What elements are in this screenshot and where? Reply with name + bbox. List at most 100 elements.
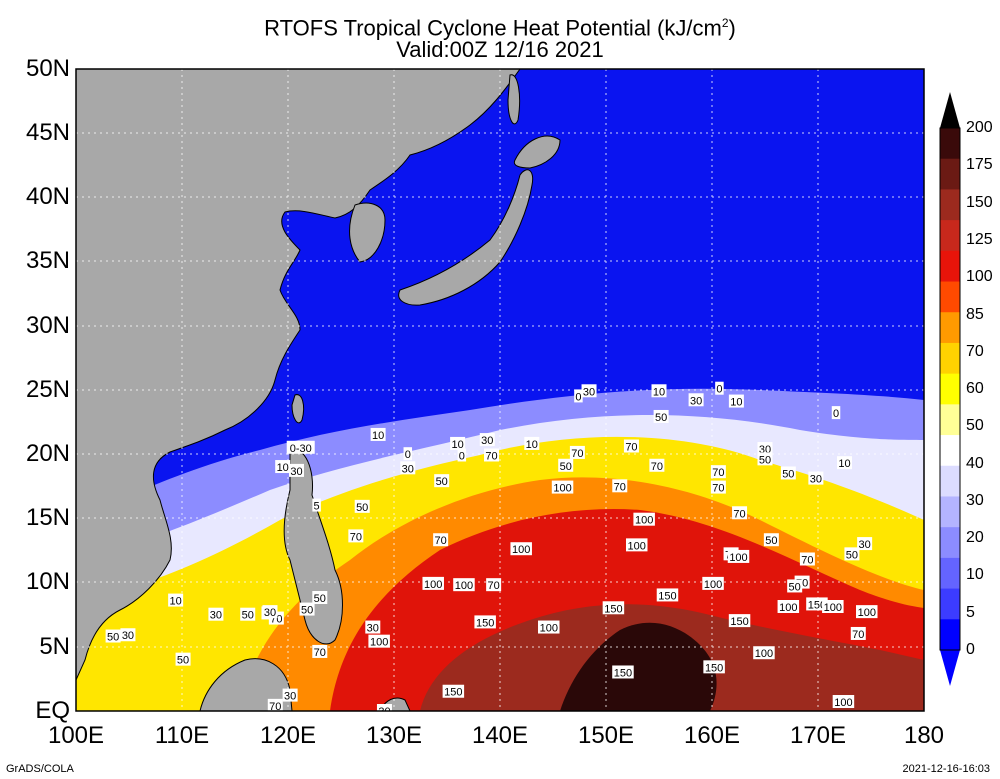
x-tick-110e: 110E <box>154 722 210 749</box>
svg-text:100: 100 <box>635 515 653 527</box>
contour-label: 50 <box>354 499 370 514</box>
svg-text:70: 70 <box>625 441 637 453</box>
contour-label: 50 <box>780 466 796 480</box>
svg-text:50: 50 <box>301 605 313 617</box>
contour-label: 10 <box>168 593 184 608</box>
japan-hokkaido <box>513 135 561 169</box>
svg-text:150: 150 <box>658 590 676 602</box>
svg-text:70: 70 <box>801 554 813 566</box>
svg-text:30: 30 <box>210 610 222 622</box>
svg-text:100: 100 <box>834 697 852 709</box>
contour-label: 100 <box>538 620 560 635</box>
x-tick-120e: 120E <box>259 722 317 749</box>
contour-label: 100 <box>832 695 855 709</box>
svg-text:10: 10 <box>838 458 850 470</box>
svg-text:30: 30 <box>284 691 296 703</box>
svg-text:30: 30 <box>690 395 702 407</box>
contour-label: 50 <box>787 579 803 593</box>
svg-text:150: 150 <box>730 616 748 628</box>
contour-label: 100 <box>633 512 655 527</box>
svg-text:50: 50 <box>356 502 368 514</box>
x-tick-130e: 130E <box>365 722 423 749</box>
svg-text:30: 30 <box>264 607 276 619</box>
colorbar-label: 150 <box>966 194 993 211</box>
svg-text:30: 30 <box>810 474 822 486</box>
contour-label: 150 <box>442 684 465 699</box>
svg-text:100: 100 <box>455 580 473 592</box>
svg-text:50: 50 <box>782 468 794 480</box>
contour-label: 100 <box>777 599 800 614</box>
svg-text:70: 70 <box>712 467 724 479</box>
contour-label: 0 <box>403 447 413 461</box>
y-tick-50n: 50N <box>25 55 70 82</box>
colorbar-swatch <box>940 435 960 467</box>
contour-label: 70 <box>569 445 585 460</box>
svg-text:30: 30 <box>378 706 390 718</box>
contour-label: 50 <box>240 607 256 622</box>
colorbar-swatch <box>940 588 960 620</box>
colorbar-label: 100 <box>966 268 993 285</box>
colorbar-swatch <box>940 158 960 190</box>
svg-text:50: 50 <box>314 593 326 605</box>
svg-text:10: 10 <box>730 397 742 409</box>
contour-label: 70 <box>484 448 500 462</box>
svg-text:50: 50 <box>655 412 667 424</box>
colorbar-label: 40 <box>966 455 984 472</box>
svg-text:50: 50 <box>107 632 119 644</box>
contour-label: 30 <box>688 393 704 407</box>
contour-label: 150 <box>602 601 625 615</box>
contour-label: 150 <box>728 614 751 628</box>
y-tick-30n: 30N <box>25 312 70 339</box>
timestamp-label: 2021-12-16-16:03 <box>902 763 990 775</box>
contour-label: 70 <box>348 529 364 543</box>
y-tick-5n: 5N <box>39 633 70 660</box>
svg-text:100: 100 <box>553 483 571 495</box>
svg-text:30: 30 <box>583 386 595 398</box>
korea-peninsula <box>349 202 386 263</box>
contour-label: 30 <box>120 628 136 642</box>
svg-text:70: 70 <box>488 580 500 592</box>
contour-label: 30 <box>400 461 416 475</box>
contour-label: 5 <box>312 498 321 513</box>
svg-text:100: 100 <box>370 637 388 649</box>
colorbar-swatch <box>940 465 960 497</box>
contour-label: 30 <box>208 607 224 622</box>
contour-label: 10 <box>728 394 744 409</box>
svg-text:50: 50 <box>560 461 572 473</box>
y-tick-45n: 45N <box>25 119 70 146</box>
contour-label: 150 <box>612 665 634 679</box>
x-tick-160e: 160E <box>683 722 741 749</box>
colorbar <box>939 92 961 686</box>
svg-text:70: 70 <box>350 531 362 543</box>
contour-label: 70 <box>710 480 726 495</box>
svg-text:100: 100 <box>512 544 530 556</box>
colorbar-label: 10 <box>966 566 984 583</box>
svg-text:30: 30 <box>367 623 379 635</box>
colorbar-swatch <box>940 342 960 375</box>
svg-text:70: 70 <box>485 450 497 462</box>
svg-text:100: 100 <box>424 579 442 591</box>
contour-label: 10 <box>370 427 386 442</box>
contour-label: 100 <box>753 646 775 660</box>
contour-label: 30 <box>581 384 597 398</box>
contour-label: 30 <box>288 463 304 478</box>
svg-text:30: 30 <box>122 630 134 642</box>
contour-label: 10 <box>651 384 667 398</box>
warm-water-zone-darkest <box>560 622 717 711</box>
colorbar-swatch <box>940 220 960 252</box>
contour-label: 100 <box>453 578 475 592</box>
svg-text:100: 100 <box>755 648 773 660</box>
svg-text:50: 50 <box>436 476 448 488</box>
svg-text:10: 10 <box>372 430 384 442</box>
contour-label: 50 <box>105 629 121 644</box>
x-tick-180: 180 <box>903 722 945 749</box>
contour-label: 50 <box>844 547 860 561</box>
contour-label: 150 <box>703 660 725 674</box>
colorbar-swatch <box>940 250 960 283</box>
svg-text:0: 0 <box>575 391 581 403</box>
svg-text:70: 70 <box>435 535 447 547</box>
svg-text:10: 10 <box>526 439 538 451</box>
contour-label: 70 <box>267 698 283 711</box>
contour-label: 100 <box>551 480 574 495</box>
